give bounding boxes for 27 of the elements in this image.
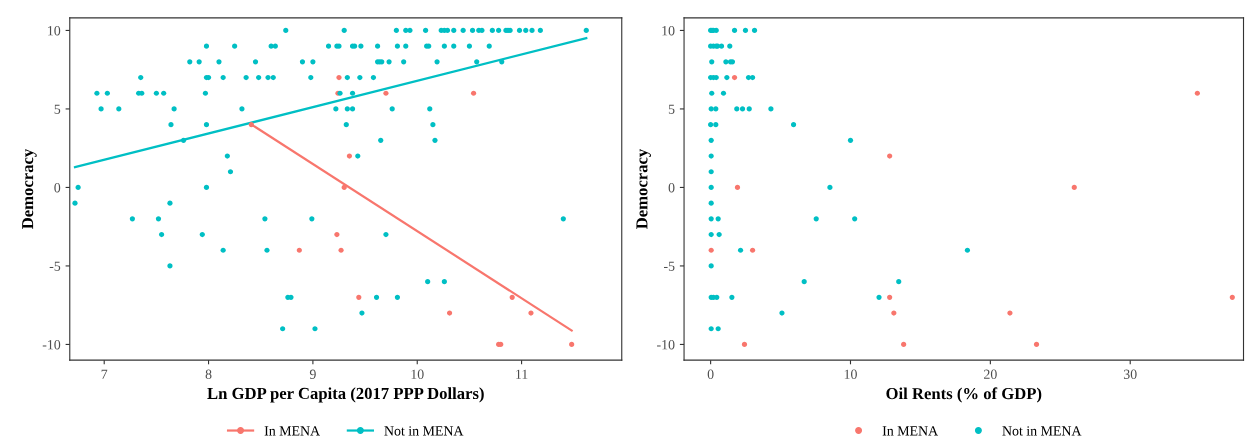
x-tick-label: 10 [844, 369, 857, 379]
x-tick-label: 8 [205, 369, 212, 379]
y-tick-label: 0 [54, 183, 61, 193]
x-tick-label: 7 [101, 369, 108, 379]
y-tick-label: 10 [48, 26, 61, 36]
x-tick-label: 0 [707, 369, 714, 379]
y-tick-label: 10 [662, 26, 675, 36]
y-tick-label: 5 [668, 104, 675, 114]
legend-label: Not in MENA [1002, 426, 1082, 436]
y-axis-title: Democracy [636, 148, 651, 229]
x-tick-label: 10 [411, 369, 424, 379]
x-axis-title: Oil Rents (% of GDP) [886, 387, 1042, 403]
x-tick-label: 11 [516, 369, 528, 379]
y-tick-label: -10 [657, 340, 675, 350]
legend-label: In MENA [264, 426, 320, 436]
x-tick-label: 9 [309, 369, 316, 379]
y-tick-label: 0 [668, 183, 675, 193]
x-tick-label: 20 [984, 369, 997, 379]
y-tick-label: -10 [42, 340, 61, 350]
y-axis-title: Democracy [22, 148, 37, 229]
x-axis-title: Ln GDP per Capita (2017 PPP Dollars) [207, 387, 484, 403]
y-tick-label: 5 [54, 104, 61, 114]
y-tick-label: -5 [663, 261, 675, 271]
legend-label: In MENA [882, 426, 939, 436]
x-tick-label: 30 [1123, 369, 1137, 379]
y-tick-label: -5 [49, 261, 61, 271]
legend-label: Not in MENA [384, 426, 464, 436]
